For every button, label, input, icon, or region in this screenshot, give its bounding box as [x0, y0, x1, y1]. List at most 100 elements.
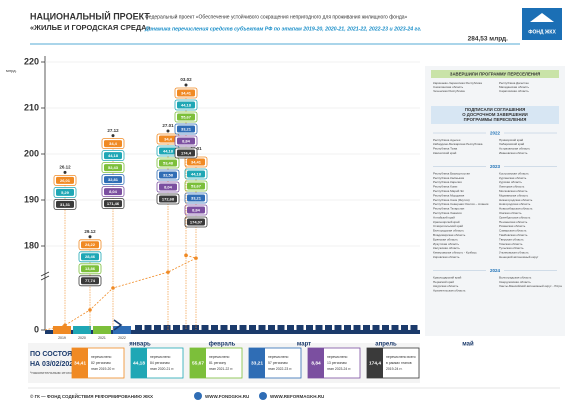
stage-box-fill — [104, 164, 122, 172]
signed-title: ПРОГРАММЫ ПЕРЕСЕЛЕНИЯ — [464, 117, 527, 122]
stage-box-fill — [177, 101, 195, 109]
legend-text: перечислено — [91, 355, 111, 359]
region: Приморский край — [499, 138, 524, 142]
day-cell — [258, 325, 266, 330]
year-label: 2021 — [98, 336, 106, 340]
column-top — [63, 170, 67, 174]
month-label: май — [462, 341, 474, 348]
stage-box-fill — [81, 241, 99, 249]
legend-text: 84 регионам — [150, 361, 170, 365]
legend-value: 8,84 — [311, 360, 321, 366]
region: Липецкая область — [499, 185, 525, 189]
signed-title: О ДОСРОЧНОМ ЗАВЕРШЕНИИ — [462, 112, 528, 117]
legend-swatch — [249, 348, 265, 378]
region: Амурская область — [433, 284, 459, 288]
year-label: 2020 — [78, 336, 86, 340]
year-cell — [53, 326, 71, 334]
stage-value: 174,4 — [181, 150, 192, 155]
month-label: март — [297, 342, 311, 348]
legend-swatch — [367, 348, 383, 378]
stage-value: 8,04 — [164, 184, 173, 189]
day-cell — [268, 325, 275, 330]
region: Астраханская область — [499, 147, 531, 151]
stage-value: 53,48 — [163, 160, 174, 165]
stage-box-fill — [187, 158, 205, 166]
stage-box-fill — [187, 194, 205, 202]
stage-box-fill — [187, 170, 205, 178]
region: Республика Хакасия — [433, 211, 462, 215]
region: Белгородская область — [433, 229, 465, 233]
legend-text: 57 регионам — [268, 361, 288, 365]
stage-box-fill — [159, 147, 177, 155]
status-note: *накопительным итогом — [30, 370, 74, 375]
day-cell — [201, 325, 209, 330]
region: Курская область — [499, 180, 522, 184]
day-cell — [372, 325, 380, 330]
day-cell — [173, 325, 180, 330]
stage-value: 34,4 — [109, 141, 118, 146]
day-cell — [277, 325, 285, 330]
region: Брянская область — [433, 237, 458, 241]
region: Нижегородская область — [499, 198, 533, 202]
stage-value: 5,29 — [61, 190, 70, 195]
stage-box-fill — [177, 149, 195, 157]
stage-value: 44,18 — [191, 171, 202, 176]
legend-text: этап 2020-21 гг. — [150, 367, 174, 371]
day-cell — [325, 325, 332, 330]
region: Тверская область — [499, 237, 524, 241]
region: Рязанская область — [499, 224, 526, 228]
stage-box-fill — [177, 113, 195, 121]
y-tick-label: 0 — [34, 324, 39, 334]
region: Тамбовская область — [499, 233, 528, 237]
day-cell — [344, 325, 351, 330]
region: Ханты-Мансийский автономный округ - Югра — [499, 284, 562, 288]
legend-text: этап 2023-24 гг. — [327, 367, 351, 371]
stage-box-fill — [104, 188, 122, 196]
day-cell — [211, 325, 218, 330]
region: Республика Калмыкия — [433, 176, 464, 180]
column-top — [111, 134, 115, 138]
region: Республика Адыгея — [433, 138, 461, 142]
region: Алтайский край — [433, 215, 455, 219]
region: Республика Тыва — [433, 147, 458, 151]
logo-text: ФОНД ЖКХ — [528, 29, 556, 35]
region: Владимирская область — [433, 233, 466, 237]
month-label: январь — [129, 342, 151, 348]
region: Хабаровский край — [499, 142, 525, 146]
region: Самарская область — [499, 229, 527, 233]
day-cell — [410, 325, 418, 330]
stage-box-fill — [159, 135, 177, 143]
region: Республика Дагестан — [499, 81, 529, 85]
legend-swatch — [72, 348, 88, 378]
status-title: ПО СОСТОЯНИЮ — [30, 351, 89, 358]
column-date: 27.01 — [162, 123, 174, 128]
year-cell — [73, 326, 91, 334]
day-cell — [220, 325, 228, 330]
legend-text: перечислено всего — [386, 355, 416, 359]
region: Ненецкий автономный округ — [499, 255, 539, 259]
legend-text: 82 регионам — [91, 361, 111, 365]
stage-value: 33,21 — [191, 195, 202, 200]
y-tick-label: 180 — [24, 240, 39, 250]
stage-value: 77,74 — [85, 278, 96, 283]
stage-value: 44,18 — [163, 148, 174, 153]
site-1: WWW.FONDGKH.RU — [205, 394, 249, 399]
day-cell — [306, 325, 313, 330]
region: Республика Саха (Якутия) — [433, 198, 470, 202]
region: Омская область — [499, 211, 522, 215]
legend-value: 174,4 — [369, 360, 381, 366]
region: Новгородская область — [499, 202, 531, 206]
year-label: 2019 — [58, 336, 66, 340]
legend-value: 44,18 — [133, 360, 145, 366]
day-cell — [296, 325, 304, 330]
region: Ставропольский край — [433, 224, 463, 228]
day-cell — [315, 325, 323, 330]
region: Курганская область — [499, 176, 527, 180]
subtitle: Динамика перечисления средств субъектам … — [144, 25, 421, 32]
region-year: 2022 — [490, 130, 501, 135]
stage-value: 44,18 — [108, 153, 119, 158]
stage-box-fill — [104, 200, 122, 208]
stage-value: 32,81 — [108, 177, 119, 182]
region: Магаданская область — [499, 85, 530, 89]
day-cell — [163, 325, 171, 330]
